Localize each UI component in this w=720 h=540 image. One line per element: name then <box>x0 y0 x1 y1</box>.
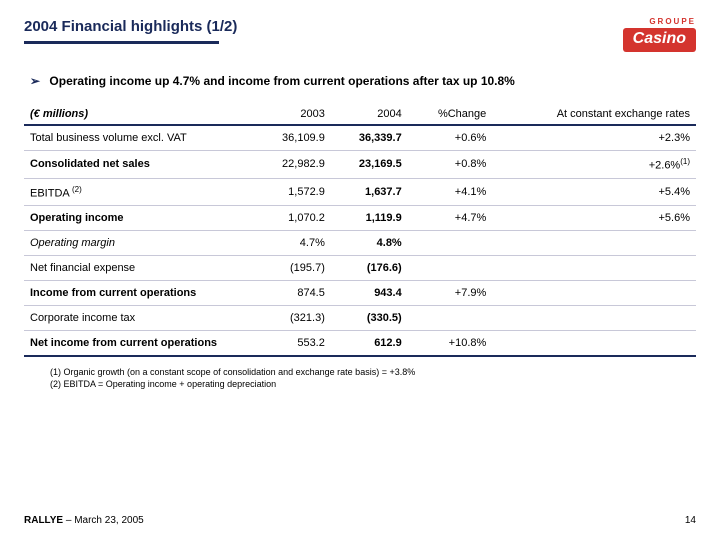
cell-2004: (176.6) <box>331 256 408 281</box>
footer-date: – March 23, 2005 <box>63 515 144 526</box>
cell-change: +4.1% <box>408 178 493 206</box>
title-underline <box>24 41 219 44</box>
col-2003: 2003 <box>254 102 331 125</box>
headline-bullet: ➢ Operating income up 4.7% and income fr… <box>30 74 696 88</box>
cell-change: +0.8% <box>408 151 493 179</box>
cell-constant: +2.3% <box>492 125 696 151</box>
cell-label: Total business volume excl. VAT <box>24 125 254 151</box>
slide-header: 2004 Financial highlights (1/2) GROUPE C… <box>24 18 696 52</box>
cell-2003: 4.7% <box>254 231 331 256</box>
cell-label: Net income from current operations <box>24 331 254 357</box>
cell-constant <box>492 256 696 281</box>
cell-constant: +2.6%(1) <box>492 151 696 179</box>
cell-2003: 22,982.9 <box>254 151 331 179</box>
table-row: Income from current operations874.5943.4… <box>24 281 696 306</box>
table-row: Consolidated net sales22,982.923,169.5+0… <box>24 151 696 179</box>
footnote-2: (2) EBITDA = Operating income + operatin… <box>50 379 696 391</box>
cell-constant <box>492 231 696 256</box>
cell-constant: +5.4% <box>492 178 696 206</box>
cell-change: +4.7% <box>408 206 493 231</box>
cell-2004: 36,339.7 <box>331 125 408 151</box>
headline-text: Operating income up 4.7% and income from… <box>49 74 514 88</box>
footnotes: (1) Organic growth (on a constant scope … <box>50 367 696 390</box>
footer: RALLYE – March 23, 2005 14 <box>24 515 696 526</box>
cell-change <box>408 256 493 281</box>
page-number: 14 <box>685 515 696 526</box>
cell-change <box>408 306 493 331</box>
logo: GROUPE Casino <box>623 18 696 52</box>
footer-company: RALLYE <box>24 515 63 526</box>
cell-change: +10.8% <box>408 331 493 357</box>
financial-table: (€ millions) 2003 2004 %Change At consta… <box>24 102 696 357</box>
cell-2003: (321.3) <box>254 306 331 331</box>
cell-constant: +5.6% <box>492 206 696 231</box>
col-constant: At constant exchange rates <box>492 102 696 125</box>
table-row: Operating margin4.7%4.8% <box>24 231 696 256</box>
table-row: EBITDA (2)1,572.91,637.7+4.1%+5.4% <box>24 178 696 206</box>
table-body: Total business volume excl. VAT36,109.93… <box>24 125 696 356</box>
footer-left: RALLYE – March 23, 2005 <box>24 515 144 526</box>
cell-2003: 1,070.2 <box>254 206 331 231</box>
col-label: (€ millions) <box>24 102 254 125</box>
footnote-1: (1) Organic growth (on a constant scope … <box>50 367 696 379</box>
table-row: Net income from current operations553.26… <box>24 331 696 357</box>
cell-2004: (330.5) <box>331 306 408 331</box>
cell-change: +7.9% <box>408 281 493 306</box>
cell-2004: 1,637.7 <box>331 178 408 206</box>
cell-label: EBITDA (2) <box>24 178 254 206</box>
page-title: 2004 Financial highlights (1/2) <box>24 18 623 35</box>
col-2004: 2004 <box>331 102 408 125</box>
cell-2003: 874.5 <box>254 281 331 306</box>
cell-label: Consolidated net sales <box>24 151 254 179</box>
table-row: Corporate income tax(321.3)(330.5) <box>24 306 696 331</box>
col-change: %Change <box>408 102 493 125</box>
cell-label: Operating margin <box>24 231 254 256</box>
logo-name: Casino <box>633 30 686 47</box>
cell-constant <box>492 306 696 331</box>
table-row: Operating income1,070.21,119.9+4.7%+5.6% <box>24 206 696 231</box>
cell-2003: 36,109.9 <box>254 125 331 151</box>
cell-2003: (195.7) <box>254 256 331 281</box>
cell-change <box>408 231 493 256</box>
cell-2004: 4.8% <box>331 231 408 256</box>
cell-2004: 943.4 <box>331 281 408 306</box>
cell-2003: 1,572.9 <box>254 178 331 206</box>
cell-change: +0.6% <box>408 125 493 151</box>
cell-constant <box>492 331 696 357</box>
table-header-row: (€ millions) 2003 2004 %Change At consta… <box>24 102 696 125</box>
cell-label: Operating income <box>24 206 254 231</box>
cell-2004: 23,169.5 <box>331 151 408 179</box>
chevron-icon: ➢ <box>30 74 40 88</box>
cell-2003: 553.2 <box>254 331 331 357</box>
cell-constant <box>492 281 696 306</box>
table-row: Total business volume excl. VAT36,109.93… <box>24 125 696 151</box>
cell-label: Corporate income tax <box>24 306 254 331</box>
logo-box: Casino <box>623 28 696 52</box>
title-block: 2004 Financial highlights (1/2) <box>24 18 623 44</box>
table-row: Net financial expense(195.7)(176.6) <box>24 256 696 281</box>
cell-2004: 1,119.9 <box>331 206 408 231</box>
cell-2004: 612.9 <box>331 331 408 357</box>
cell-label: Net financial expense <box>24 256 254 281</box>
cell-label: Income from current operations <box>24 281 254 306</box>
logo-groupe-text: GROUPE <box>623 18 696 26</box>
